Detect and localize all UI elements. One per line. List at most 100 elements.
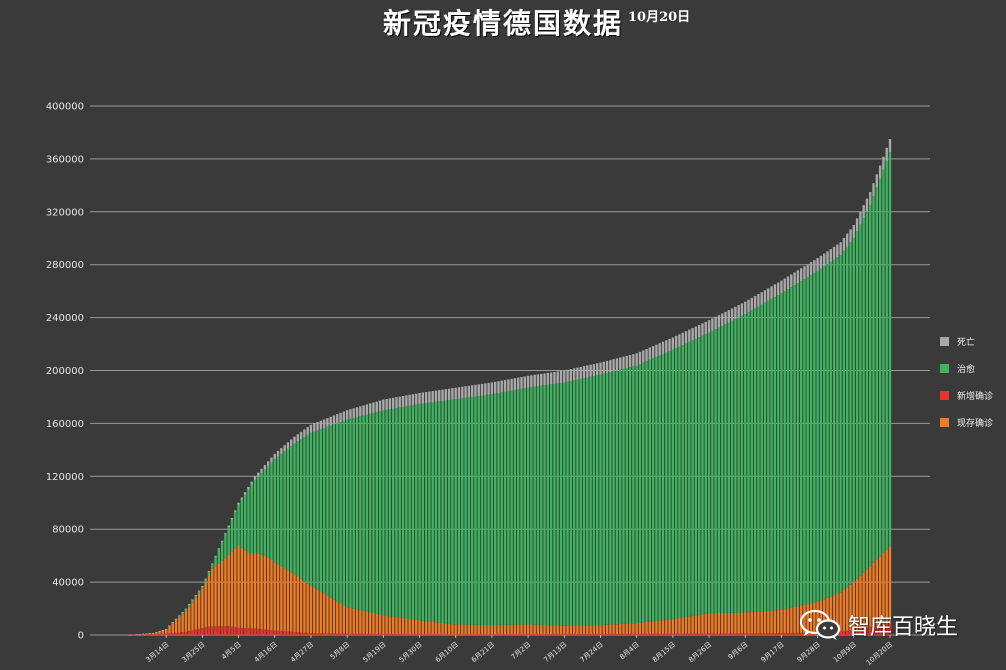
bar-active: [612, 624, 615, 635]
bar-active: [589, 625, 592, 635]
bar-active: [214, 566, 217, 635]
bar-new-confirmed: [313, 633, 316, 635]
bar-death: [411, 394, 415, 406]
bar-active: [368, 612, 372, 635]
bar-new-confirmed: [405, 634, 408, 635]
bar-active: [230, 551, 234, 635]
bar-death: [763, 290, 767, 303]
bar-recovered: [398, 407, 401, 618]
y-tick-label: 200000: [46, 366, 84, 377]
bar-new-confirmed: [470, 634, 474, 635]
bar-active: [721, 612, 724, 635]
bar-recovered: [313, 431, 316, 589]
bar-new-confirmed: [388, 633, 392, 635]
bar-new-confirmed: [517, 634, 520, 635]
bar-new-confirmed: [395, 634, 398, 635]
bar-new-confirmed: [661, 633, 665, 635]
bar-active: [724, 612, 727, 635]
bar-active: [339, 603, 342, 635]
bar-new-confirmed: [605, 633, 609, 635]
bar-death: [207, 570, 211, 572]
bar-active: [398, 617, 401, 635]
bar-recovered: [388, 409, 392, 617]
bar-recovered: [540, 385, 543, 625]
bar-death: [441, 389, 444, 401]
bar-death: [632, 354, 635, 367]
bar-recovered: [211, 564, 214, 569]
bar-death: [174, 618, 178, 620]
bar-active: [211, 568, 214, 635]
bar-active: [572, 625, 576, 635]
bar-death: [836, 244, 839, 258]
bar-active: [431, 621, 434, 635]
bar-recovered: [513, 390, 517, 625]
bar-death: [168, 625, 171, 627]
bar-death: [799, 268, 803, 281]
bar-death: [530, 375, 533, 388]
bar-death: [569, 369, 573, 382]
bar-active: [658, 620, 661, 635]
bar-new-confirmed: [355, 633, 359, 635]
bar-recovered: [619, 369, 622, 624]
bar-new-confirmed: [846, 630, 849, 635]
bar-death: [602, 361, 605, 374]
bar-recovered: [359, 416, 362, 611]
bar-recovered: [757, 306, 760, 612]
bar-death: [668, 338, 671, 352]
bar-death: [148, 633, 151, 635]
bar-active: [234, 548, 237, 635]
bar-recovered: [770, 298, 773, 611]
bar-new-confirmed: [530, 634, 533, 635]
bar-recovered: [355, 417, 359, 610]
bar-active: [188, 606, 191, 635]
bar-new-confirmed: [503, 634, 507, 635]
bar-recovered: [569, 381, 573, 626]
bar-recovered: [855, 231, 859, 579]
bar-death: [753, 295, 757, 309]
bar-new-confirmed: [747, 633, 750, 635]
bar-new-confirmed: [234, 627, 237, 635]
bar-new-confirmed: [444, 634, 448, 635]
bar-recovered: [424, 403, 428, 622]
bar-active: [569, 625, 573, 635]
bar-recovered: [207, 571, 211, 576]
bar-active: [869, 566, 872, 635]
bar-death: [688, 329, 691, 342]
bar-new-confirmed: [161, 633, 165, 635]
bar-recovered: [711, 330, 714, 614]
bar-new-confirmed: [688, 633, 691, 635]
bar-death: [451, 388, 454, 400]
bar-new-confirmed: [237, 627, 240, 635]
bar-recovered: [247, 489, 250, 554]
bar-active: [773, 610, 777, 635]
bar-active: [737, 612, 740, 635]
bar-recovered: [237, 504, 240, 546]
bar-new-confirmed: [786, 632, 790, 635]
bar-recovered: [263, 469, 267, 556]
bar-recovered: [349, 418, 352, 608]
bar-recovered: [799, 280, 803, 606]
bar-active: [257, 553, 260, 635]
date-label: 10月20日: [628, 10, 691, 25]
bar-recovered: [530, 387, 533, 625]
bar-recovered: [727, 322, 730, 613]
bar-active: [497, 624, 500, 635]
bar-active: [530, 624, 533, 635]
bar-recovered: [329, 425, 332, 598]
bars: [128, 139, 892, 636]
bar-recovered: [392, 408, 395, 617]
legend-label: 治愈: [957, 363, 975, 375]
bar-new-confirmed: [477, 634, 480, 635]
bar-recovered: [707, 332, 711, 614]
bar-recovered: [878, 178, 882, 557]
bar-recovered: [405, 406, 408, 619]
bar-recovered: [447, 400, 451, 624]
bar-active: [796, 606, 800, 635]
bar-death: [707, 320, 711, 333]
bar-new-confirmed: [359, 633, 362, 635]
bar-death: [188, 604, 191, 605]
bar-new-confirmed: [207, 626, 211, 635]
bar-recovered: [740, 315, 744, 613]
bar-death: [349, 409, 352, 419]
bar-death: [744, 301, 747, 315]
